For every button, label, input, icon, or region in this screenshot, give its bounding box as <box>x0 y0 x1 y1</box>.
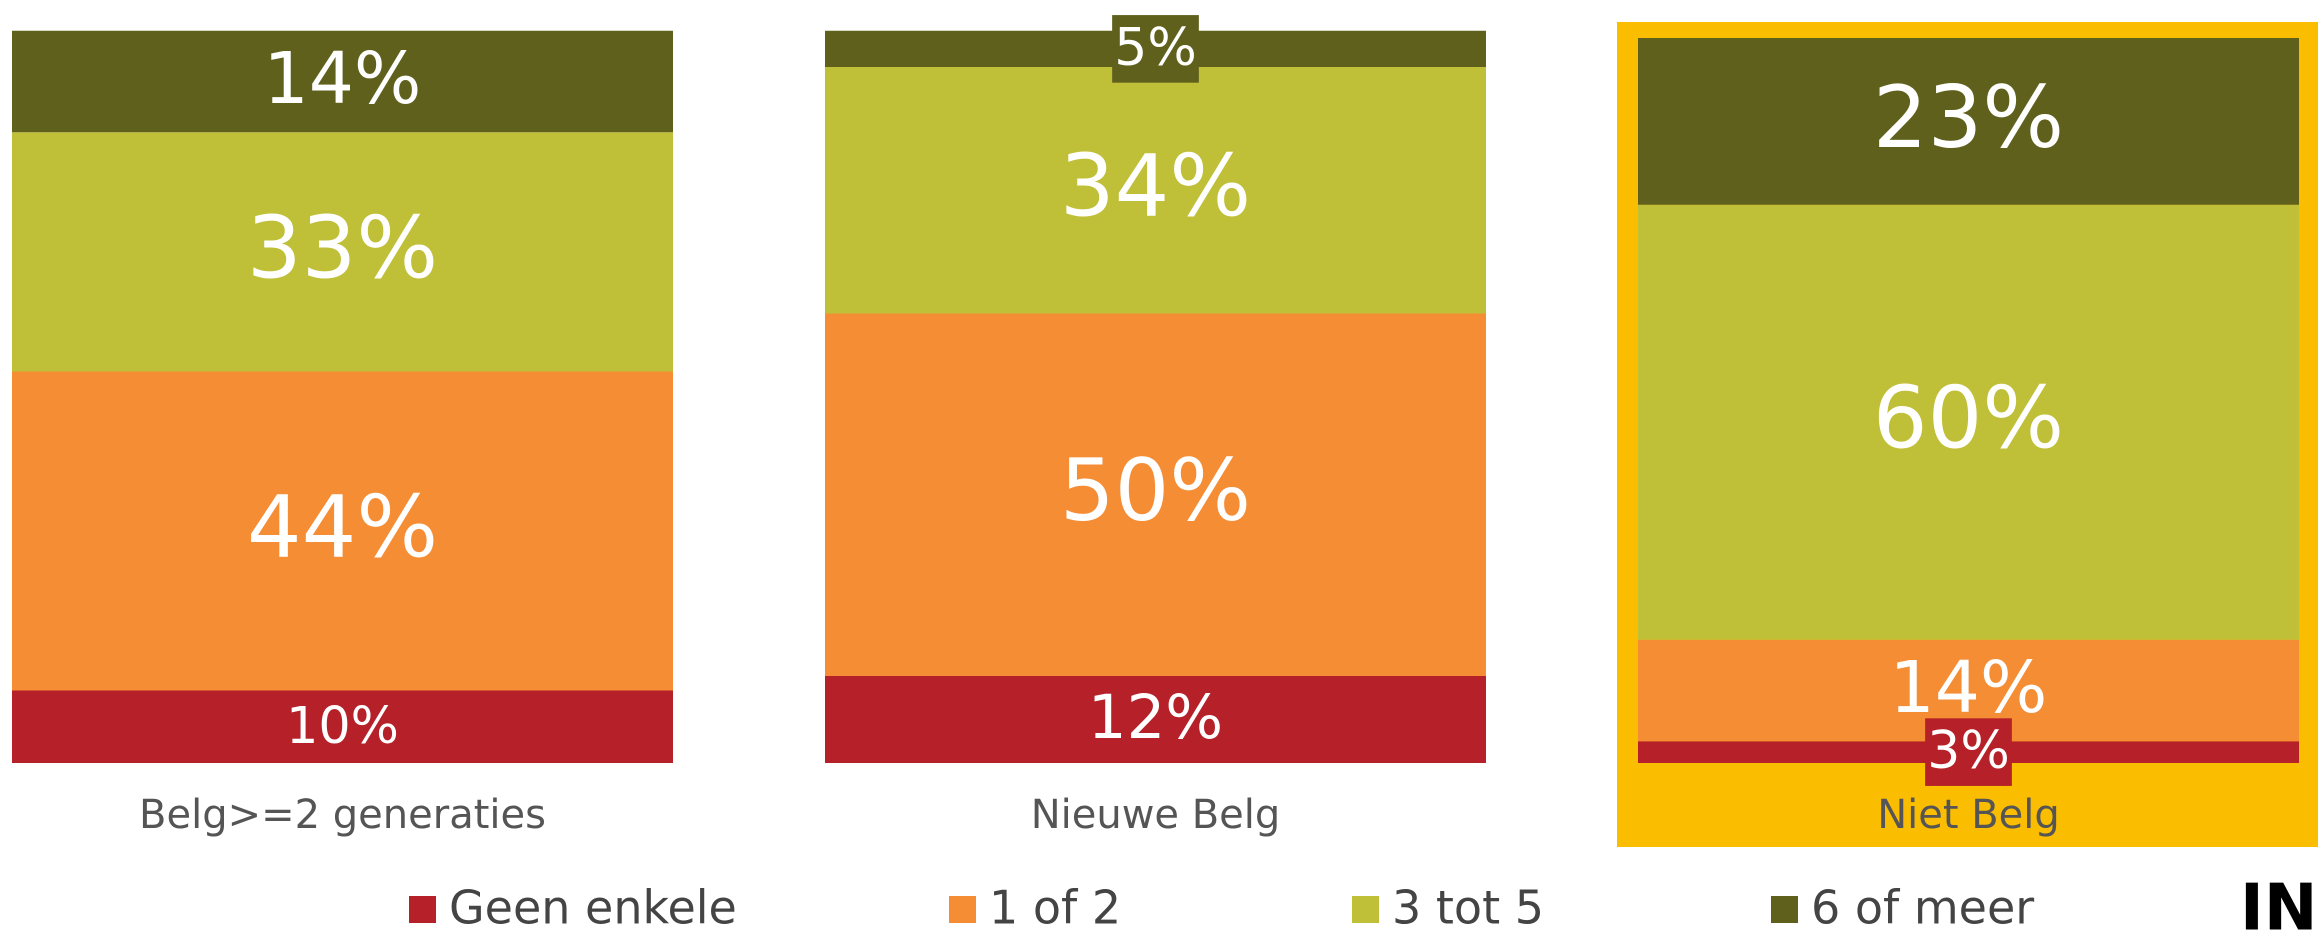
data-label: 3% <box>1927 721 2010 781</box>
bar-segment <box>12 30 673 133</box>
logo: INI <box>2240 872 2318 933</box>
label-box <box>1925 718 2012 786</box>
legend-label: 3 tot 5 <box>1392 881 1544 933</box>
legend-label: 6 of meer <box>1811 881 2034 933</box>
legend-label: 1 of 2 <box>989 881 1121 933</box>
legend-swatch <box>949 896 976 923</box>
bar-segment <box>12 371 673 691</box>
bar-segment <box>1638 38 2299 205</box>
label-box <box>1112 15 1199 83</box>
bar-segment <box>12 132 673 372</box>
data-label: 44% <box>247 477 438 577</box>
data-label: 12% <box>1088 682 1223 753</box>
legend-swatch <box>1352 896 1379 923</box>
data-label: 10% <box>286 696 399 755</box>
data-label: 5% <box>1114 18 1197 78</box>
data-label: 34% <box>1060 137 1251 237</box>
x-tick-label: Niet Belg <box>1877 792 2060 838</box>
bar-segment <box>825 313 1486 676</box>
data-label: 50% <box>1060 441 1251 541</box>
bar-segment <box>825 676 1486 763</box>
legend-label: Geen enkele <box>449 881 737 933</box>
x-tick-label: Nieuwe Belg <box>1031 792 1281 838</box>
bar-segment <box>1638 204 2299 640</box>
x-tick-label: Belg>=2 generaties <box>139 792 546 838</box>
bar-segment <box>12 690 673 763</box>
bar-segment <box>825 67 1486 314</box>
legend-swatch <box>1771 896 1798 923</box>
data-label: 23% <box>1873 68 2064 168</box>
data-label: 33% <box>247 198 438 298</box>
legend-swatch <box>409 896 436 923</box>
data-label: 60% <box>1873 369 2064 469</box>
data-label: 14% <box>264 37 422 120</box>
data-label: 14% <box>1890 646 2048 729</box>
